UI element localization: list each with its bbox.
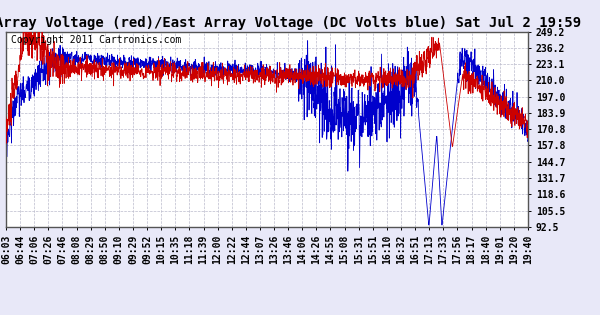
Title: West Array Voltage (red)/East Array Voltage (DC Volts blue) Sat Jul 2 19:59: West Array Voltage (red)/East Array Volt… xyxy=(0,16,581,30)
Text: Copyright 2011 Cartronics.com: Copyright 2011 Cartronics.com xyxy=(11,35,182,45)
